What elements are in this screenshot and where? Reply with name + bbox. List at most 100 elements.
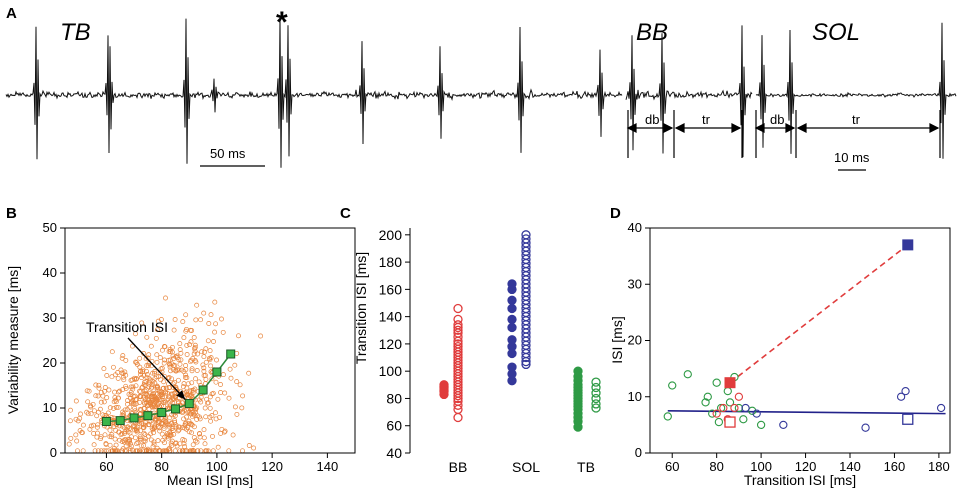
d-point-sol: [936, 403, 946, 413]
b-scatter-point: [127, 446, 133, 452]
b-scatter-point: [206, 321, 212, 326]
panel-a: A TB * BB SOL db tr db: [5, 5, 957, 171]
b-scatter-point: [128, 389, 134, 395]
b-scatter-point: [98, 399, 104, 405]
b-scatter-point: [152, 375, 158, 381]
b-scatter-point: [156, 419, 162, 424]
b-scatter-point: [159, 431, 165, 437]
b-scatter-point: [116, 429, 122, 435]
b-scatter-point: [151, 430, 156, 436]
b-scatter-point: [132, 435, 138, 441]
b-scatter-point: [142, 422, 148, 428]
b-scatter-point: [148, 343, 154, 349]
b-scatter-point: [186, 410, 192, 416]
b-scatter-point: [151, 425, 157, 431]
b-scatter-point: [175, 377, 181, 383]
b-scatter-point: [176, 427, 182, 433]
b-scatter-point: [167, 430, 173, 435]
b-scatter-point: [205, 400, 211, 406]
bb-db-label: db: [645, 112, 659, 127]
b-scatter-point: [197, 416, 203, 422]
c-data-point: [591, 388, 601, 398]
b-binned-marker: [212, 367, 222, 377]
b-scatter-point: [236, 333, 241, 339]
c-y-tick-label: 100: [379, 363, 403, 379]
b-scatter-point: [105, 410, 111, 416]
d-point-tb: [701, 398, 710, 407]
muscle-label-sol: SOL: [812, 19, 860, 46]
b-scatter-point: [93, 382, 99, 388]
d-marks: [663, 239, 946, 432]
c-data-point: [507, 335, 517, 345]
b-scatter-point: [171, 397, 176, 403]
b-scatter-point: [117, 388, 123, 394]
c-data-point: [591, 403, 601, 413]
b-scatter-point: [186, 429, 192, 435]
d-y-tick-label: 0: [635, 445, 642, 460]
b-scatter-point: [111, 399, 117, 405]
b-scatter-point: [212, 299, 218, 305]
d-median-marker: [724, 377, 736, 389]
b-scatter-point: [149, 384, 155, 390]
b-axes: 60 80 100 120 140 0 10 20 30 40 50: [43, 220, 339, 474]
b-scatter-point: [258, 333, 264, 339]
c-y-tick-label: 200: [379, 227, 403, 243]
b-scatter-point: [162, 440, 167, 446]
c-data-point: [439, 380, 449, 390]
b-scatter-point: [184, 342, 190, 348]
b-scatter-point: [202, 441, 208, 447]
b-scatter-point: [120, 371, 126, 376]
b-scatter-point: [123, 385, 129, 391]
b-scatter-point: [128, 384, 134, 390]
b-scatter-point: [150, 370, 156, 376]
c-data-point: [453, 314, 463, 325]
b-scatter-point: [234, 350, 240, 356]
b-scatter-point: [179, 400, 185, 406]
b-scatter-point: [101, 366, 107, 372]
b-scatter-point: [221, 429, 227, 435]
b-scatter-point: [193, 317, 199, 323]
b-scatter-point: [189, 368, 195, 374]
b-scatter-point: [123, 357, 129, 363]
b-scatter-point: [191, 411, 197, 417]
c-category-label: BB: [449, 459, 468, 475]
b-scatter-point: [215, 444, 221, 450]
b-y-tick-label: 20: [43, 355, 57, 370]
c-y-tick-label: 180: [379, 254, 403, 270]
b-scatter-point: [80, 448, 86, 454]
b-scatter-point: [134, 361, 140, 367]
b-scatter-point: [84, 409, 90, 415]
c-data-point: [453, 325, 463, 335]
d-point-tb: [723, 386, 732, 396]
b-scatter-point: [180, 319, 186, 325]
b-scatter-point: [95, 393, 101, 399]
b-scatter-point: [150, 404, 156, 410]
b-scatter-point: [176, 424, 182, 430]
b-scatter-point: [73, 398, 79, 404]
b-scatter-point: [104, 395, 110, 401]
d-line-dashed-link: [729, 244, 909, 384]
b-binned-marker: [157, 408, 167, 417]
b-scatter-point: [146, 363, 151, 369]
b-scatter-point: [87, 426, 93, 432]
b-scatter-point: [84, 388, 90, 394]
d-point-bb: [712, 409, 721, 418]
b-scatter-point: [170, 353, 176, 359]
c-data-point: [591, 382, 601, 393]
b-scatter-point: [219, 426, 225, 432]
b-scatter-point: [112, 389, 118, 395]
b-scatter-point: [173, 441, 178, 446]
c-data-point: [573, 366, 583, 376]
panel-label-b: B: [6, 205, 17, 222]
d-plot-frame: [649, 227, 951, 454]
b-scatter-point: [109, 432, 115, 438]
b-scatter-point: [172, 419, 178, 425]
b-scatter-point: [137, 437, 143, 443]
b-scatter-point: [189, 366, 195, 372]
b-scatter-point: [146, 398, 152, 403]
b-scatter-point: [197, 431, 202, 436]
b-scatter-point: [145, 446, 151, 452]
b-scatter-point: [177, 341, 183, 347]
b-scatter-point: [157, 355, 163, 361]
b-scatter-point: [201, 310, 207, 316]
